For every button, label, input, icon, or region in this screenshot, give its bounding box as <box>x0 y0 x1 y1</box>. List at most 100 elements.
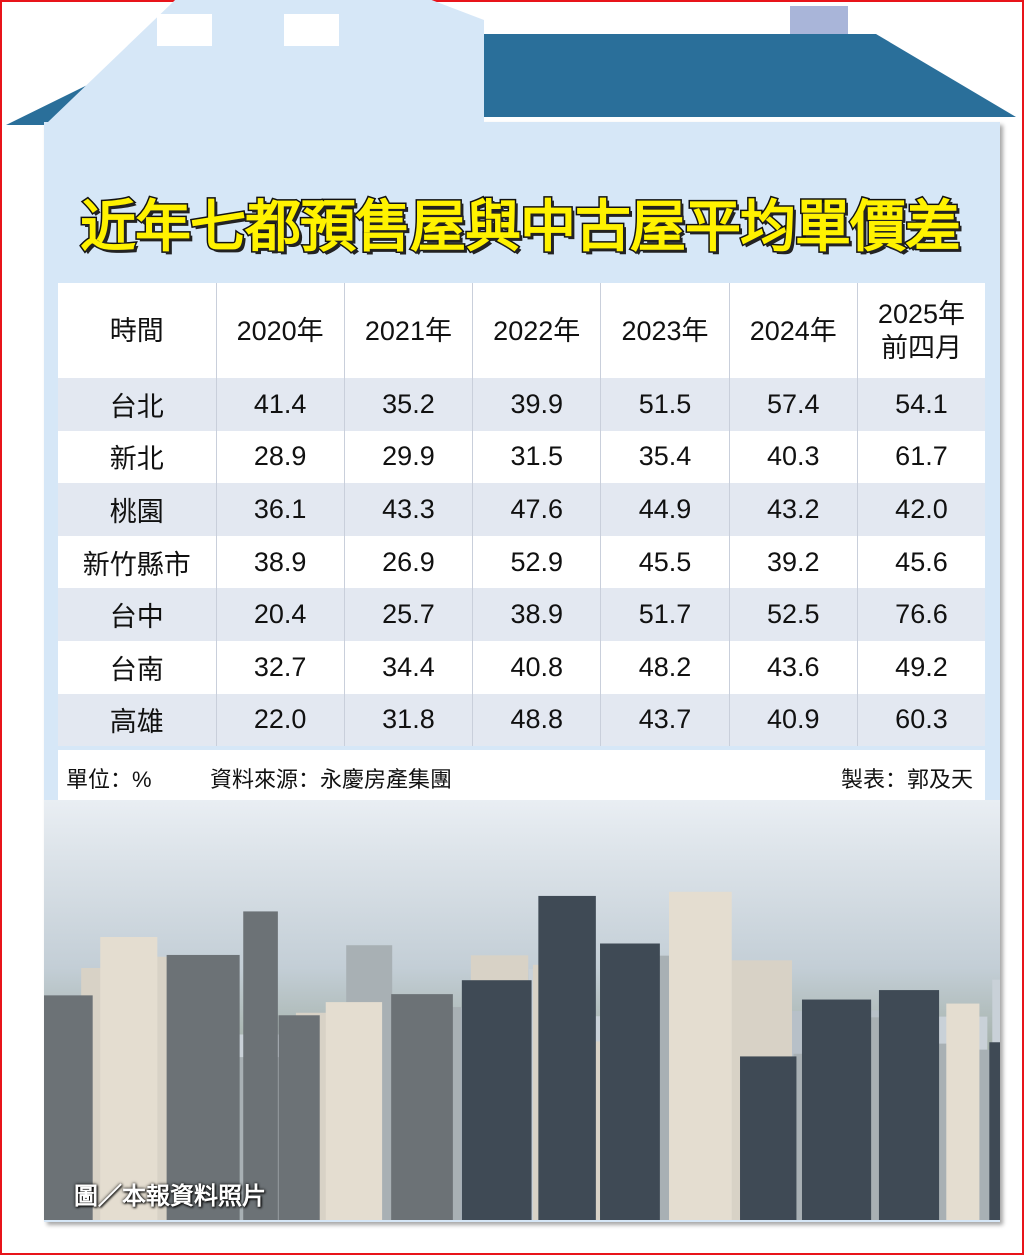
column-header: 2023年 <box>600 283 730 378</box>
building <box>461 980 532 1220</box>
column-header: 2024年 <box>728 283 858 378</box>
column-header: 2025年 前四月 <box>856 283 985 378</box>
column-header-line: 前四月 <box>880 332 962 363</box>
building <box>44 995 93 1220</box>
column-header-line: 2021年 <box>364 315 452 346</box>
table-cell: 76.6 <box>856 588 985 641</box>
row-label: 新北 <box>58 430 217 484</box>
table-cell: 38.9 <box>472 588 601 641</box>
table-cell: 32.7 <box>215 640 345 694</box>
row-label: 台中 <box>58 588 217 641</box>
photo-caption: 圖／本報資料照片 <box>74 1183 266 1210</box>
column-header-line: 2020年 <box>236 315 324 346</box>
table-cell: 28.9 <box>215 430 345 484</box>
table-cell: 57.4 <box>728 378 858 431</box>
table-cell: 29.9 <box>343 430 473 484</box>
building <box>989 1042 1000 1220</box>
building <box>669 891 732 1220</box>
row-label: 桃園 <box>58 483 217 536</box>
table-cell: 52.5 <box>728 588 858 641</box>
gable-windows <box>48 0 484 122</box>
table-cell: 34.4 <box>343 640 473 694</box>
table-cell: 43.6 <box>728 640 858 694</box>
table-row: 桃園 36.1 43.3 47.6 44.9 43.2 42.0 <box>58 483 985 536</box>
right-roof <box>325 34 1016 117</box>
table-cell: 35.2 <box>343 378 473 431</box>
table-cell: 51.7 <box>600 588 730 641</box>
table-cell: 39.9 <box>472 378 601 431</box>
window-right <box>284 14 339 46</box>
table-cell: 43.2 <box>728 483 858 536</box>
building <box>243 911 278 1220</box>
table-cell: 47.6 <box>472 483 601 536</box>
building <box>538 895 596 1220</box>
window-left <box>157 14 212 46</box>
credit-note: 製表：郭及天 <box>840 767 973 792</box>
table-cell: 26.9 <box>343 535 473 589</box>
row-label: 高雄 <box>58 693 217 747</box>
table-cell: 43.3 <box>343 483 473 536</box>
table-cell: 20.4 <box>215 588 345 641</box>
table-row: 新北 28.9 29.9 31.5 35.4 40.3 61.7 <box>58 430 985 484</box>
table-cell: 40.9 <box>728 693 858 747</box>
table-footer: 單位：% 資料來源：永慶房產集團 製表：郭及天 <box>58 750 985 800</box>
table-cell: 36.1 <box>215 483 345 536</box>
table-cell: 48.2 <box>600 640 730 694</box>
table-row: 高雄 22.0 31.8 48.8 43.7 40.9 60.3 <box>58 693 985 747</box>
column-header: 2020年 <box>215 283 345 378</box>
table-cell: 43.7 <box>600 693 730 747</box>
table-header-row: 時間 2020年 2021年 2022年 2023年 2024年 2025年 前四月 <box>58 283 985 378</box>
column-header: 2022年 <box>472 283 601 378</box>
table-cell: 49.2 <box>856 640 985 694</box>
table-cell: 51.5 <box>600 378 730 431</box>
source-note: 資料來源：永慶房產集團 <box>210 767 453 792</box>
table-cell: 25.7 <box>343 588 473 641</box>
table-cell: 35.4 <box>600 430 730 484</box>
table-cell: 22.0 <box>215 693 345 747</box>
column-header: 2021年 <box>343 283 473 378</box>
unit-note: 單位：% <box>66 767 152 792</box>
row-label: 新竹縣市 <box>58 535 217 589</box>
table-cell: 44.9 <box>600 483 730 536</box>
city-skyline-photo <box>44 800 1000 1220</box>
column-header-line: 2022年 <box>493 315 581 346</box>
building <box>600 943 660 1220</box>
building <box>325 1002 383 1220</box>
table-cell: 52.9 <box>472 535 601 589</box>
table-cell: 39.2 <box>728 535 858 589</box>
building <box>278 1015 320 1220</box>
corner-header: 時間 <box>58 283 217 378</box>
column-header-line: 2023年 <box>621 315 709 346</box>
table-cell: 42.0 <box>856 483 985 536</box>
table-cell: 60.3 <box>856 693 985 747</box>
column-header-line: 2024年 <box>749 315 837 346</box>
infographic-title: 近年七都預售屋與中古屋平均單價差 <box>79 194 963 262</box>
table-cell: 61.7 <box>856 430 985 484</box>
row-label: 台北 <box>58 378 217 431</box>
table-cell: 31.5 <box>472 430 601 484</box>
table-cell: 38.9 <box>215 535 345 589</box>
table-cell: 54.1 <box>856 378 985 431</box>
table-row: 新竹縣市 38.9 26.9 52.9 45.5 39.2 45.6 <box>58 535 985 589</box>
building <box>946 1003 980 1220</box>
building <box>391 994 453 1220</box>
price-gap-table: 時間 2020年 2021年 2022年 2023年 2024年 2025年 前四月 台北 4… <box>58 283 985 747</box>
building <box>801 999 872 1220</box>
table-cell: 45.6 <box>856 535 985 589</box>
row-label: 台南 <box>58 640 217 694</box>
building <box>166 954 240 1220</box>
building <box>740 1056 797 1220</box>
table-cell: 41.4 <box>215 378 345 431</box>
table-cell: 40.8 <box>472 640 601 694</box>
table-cell: 48.8 <box>472 693 601 747</box>
skyline-illustration <box>44 891 1000 1220</box>
table-cell: 31.8 <box>343 693 473 747</box>
building <box>100 937 158 1220</box>
building <box>878 990 940 1220</box>
table-row: 台中 20.4 25.7 38.9 51.7 52.5 76.6 <box>58 588 985 641</box>
table-row: 台北 41.4 35.2 39.9 51.5 57.4 54.1 <box>58 378 985 431</box>
table-row: 台南 32.7 34.4 40.8 48.2 43.6 49.2 <box>58 640 985 694</box>
column-header-line: 2025年 <box>877 298 965 329</box>
table-cell: 40.3 <box>728 430 858 484</box>
